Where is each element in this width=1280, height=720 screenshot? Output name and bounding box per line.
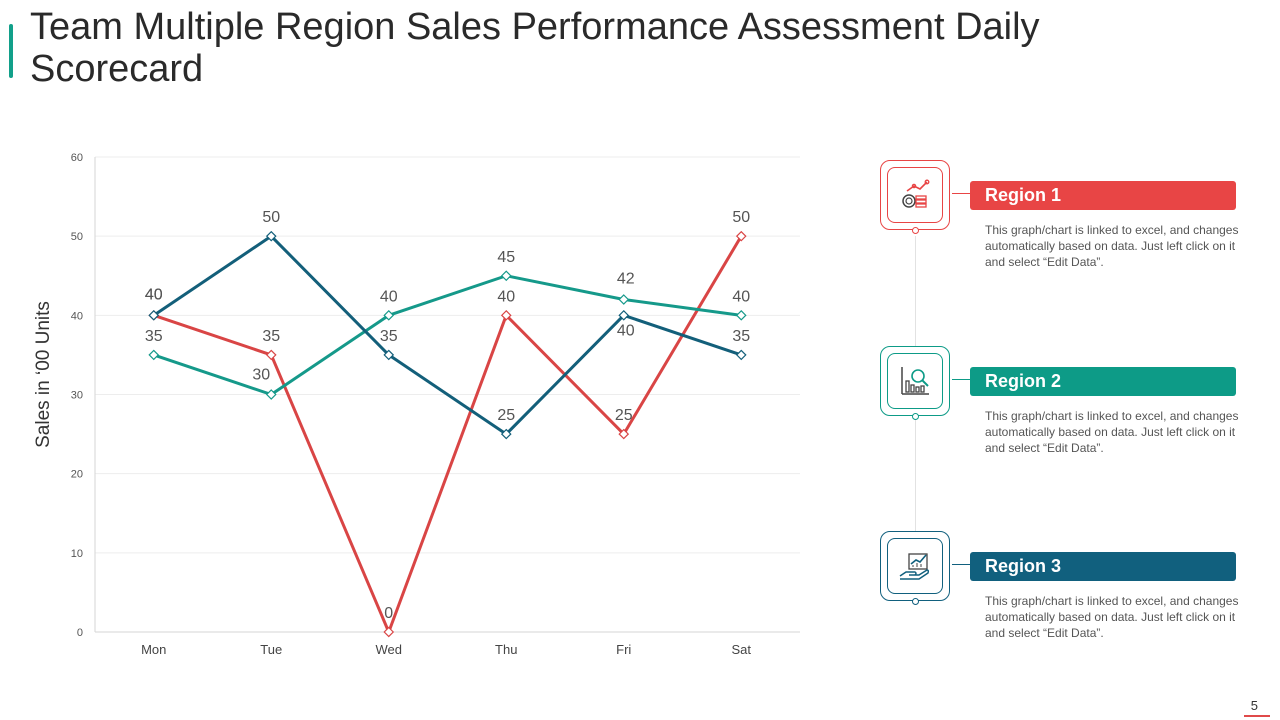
x-tick-label: Sat xyxy=(731,642,751,657)
y-tick-label: 60 xyxy=(71,152,83,164)
data-point-marker xyxy=(500,270,512,282)
data-point-marker xyxy=(383,309,395,321)
data-point-marker xyxy=(735,349,747,361)
region-label: Region 2 xyxy=(970,367,1236,396)
data-label: 25 xyxy=(615,407,633,424)
region-description: This graph/chart is linked to excel, and… xyxy=(985,409,1239,455)
x-tick-label: Tue xyxy=(260,642,282,657)
data-point-marker xyxy=(383,349,395,361)
y-tick-label: 50 xyxy=(71,231,83,243)
data-label: 40 xyxy=(380,288,398,305)
region-label: Region 1 xyxy=(970,181,1236,210)
data-label: 35 xyxy=(732,328,750,345)
data-point-marker xyxy=(383,626,395,638)
data-label: 50 xyxy=(262,209,280,226)
legend-connector xyxy=(952,193,970,194)
hand-growth-chart-icon xyxy=(887,538,943,594)
x-tick-label: Fri xyxy=(616,642,631,657)
page-number-underline xyxy=(1244,715,1270,717)
data-point-marker xyxy=(618,428,630,440)
data-point-marker xyxy=(618,309,630,321)
connector-dot xyxy=(912,413,919,420)
data-point-marker xyxy=(265,389,277,400)
y-tick-label: 10 xyxy=(71,548,83,560)
data-label: 25 xyxy=(497,407,515,424)
y-tick-label: 0 xyxy=(77,627,83,639)
connector-dot xyxy=(912,227,919,234)
data-label: 45 xyxy=(497,249,515,266)
data-point-marker xyxy=(735,230,747,242)
data-label: 35 xyxy=(145,328,163,345)
region-description: This graph/chart is linked to excel, and… xyxy=(985,223,1239,269)
data-point-marker xyxy=(148,349,160,361)
data-label: 30 xyxy=(252,367,270,384)
data-label: 40 xyxy=(497,288,515,305)
bar-chart-magnifier-icon xyxy=(887,353,943,409)
region-description: This graph/chart is linked to excel, and… xyxy=(985,594,1239,640)
page-number: 5 xyxy=(1250,698,1258,713)
page-title: Team Multiple Region Sales Performance A… xyxy=(30,6,1040,90)
data-label: 35 xyxy=(380,328,398,345)
connector-dot xyxy=(912,598,919,605)
coins-chart-icon xyxy=(887,167,943,223)
region-label: Region 3 xyxy=(970,552,1236,581)
y-axis-label: Sales in ‘00 Units xyxy=(33,301,54,448)
series-line-3 xyxy=(152,234,742,436)
x-tick-label: Mon xyxy=(141,642,166,657)
legend-icon-box xyxy=(880,531,950,605)
data-point-marker xyxy=(500,428,512,440)
series-line-1 xyxy=(153,235,743,634)
data-label: 40 xyxy=(617,322,635,339)
y-tick-label: 30 xyxy=(71,390,83,402)
data-label: 40 xyxy=(145,286,163,303)
legend-connector xyxy=(952,564,970,565)
y-tick-label: 20 xyxy=(71,469,83,481)
data-label: 40 xyxy=(732,288,750,305)
x-tick-label: Thu xyxy=(495,642,517,657)
data-point-marker xyxy=(265,349,277,361)
data-point-marker xyxy=(735,309,747,321)
line-chart[interactable]: 0 10 20 30 40 50 60 Mon Tue Wed Thu Fri Sat Sales in … xyxy=(0,0,860,720)
legend-icon-box xyxy=(880,346,950,420)
data-point-marker xyxy=(265,230,277,242)
x-tick-label: Wed xyxy=(376,642,403,657)
data-label: 0 xyxy=(384,605,393,622)
title-accent-bar xyxy=(9,24,13,78)
legend-connector xyxy=(952,379,970,380)
data-label: 50 xyxy=(732,209,750,226)
legend-icon-box xyxy=(880,160,950,234)
y-tick-label: 40 xyxy=(71,310,83,322)
data-point-marker xyxy=(148,309,160,321)
series-line-2 xyxy=(153,274,742,396)
data-label: 40 xyxy=(145,286,163,303)
data-point-marker xyxy=(500,309,512,321)
data-label: 42 xyxy=(617,271,635,288)
data-point-marker xyxy=(618,294,630,305)
data-label: 35 xyxy=(262,328,280,345)
